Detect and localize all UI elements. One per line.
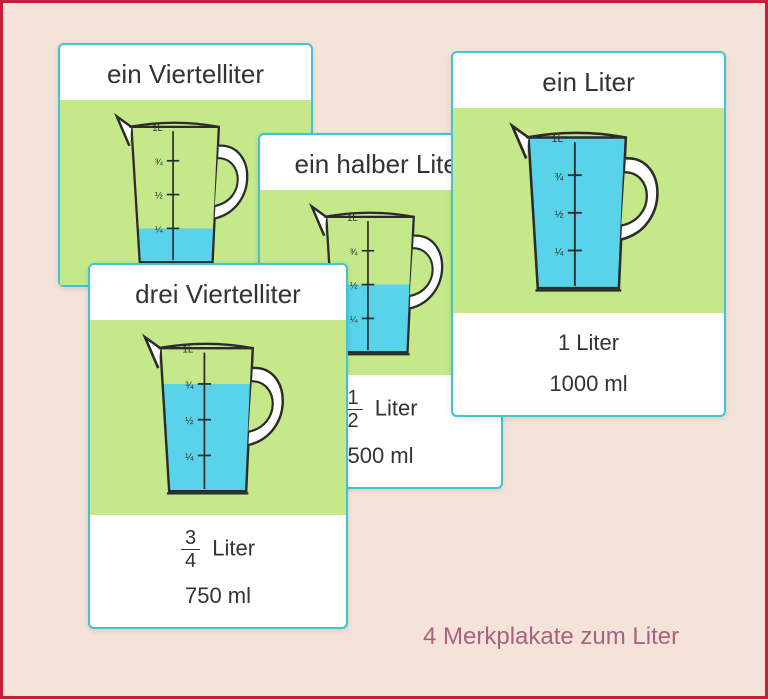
ml-line: 1000 ml bbox=[458, 366, 719, 401]
svg-text:1L: 1L bbox=[347, 213, 357, 223]
svg-text:½: ½ bbox=[155, 191, 163, 201]
card-title: ein Liter bbox=[453, 53, 724, 108]
fraction-numerator: 3 bbox=[181, 527, 200, 550]
fraction-denominator: 4 bbox=[181, 550, 200, 572]
fraction: 34 bbox=[181, 527, 200, 572]
liter-label: Liter bbox=[375, 395, 418, 420]
svg-text:¾: ¾ bbox=[554, 172, 563, 183]
jug-area: 1L ¾ ½ ¼ bbox=[453, 108, 724, 313]
svg-text:¼: ¼ bbox=[155, 225, 163, 235]
svg-text:1L: 1L bbox=[183, 345, 195, 356]
svg-text:½: ½ bbox=[186, 416, 194, 427]
card-measurement: 1 Liter 1000 ml bbox=[453, 313, 724, 415]
svg-text:¼: ¼ bbox=[554, 246, 563, 258]
jug-area: 1L ¾ ½ ¼ bbox=[90, 320, 346, 515]
liter-line: 1 Liter bbox=[458, 325, 719, 360]
svg-text:¼: ¼ bbox=[186, 452, 195, 463]
svg-text:¾: ¾ bbox=[350, 247, 358, 257]
svg-text:¾: ¾ bbox=[155, 157, 163, 167]
liter-label: Liter bbox=[212, 535, 255, 560]
svg-text:1L: 1L bbox=[152, 123, 162, 133]
liter-label: 1 Liter bbox=[558, 330, 619, 355]
card-measurement: 34 Liter 750 ml bbox=[90, 515, 346, 627]
caption-text: 4 Merkplakate zum Liter bbox=[423, 623, 679, 651]
card-title: ein Viertelliter bbox=[60, 45, 311, 100]
svg-text:1L: 1L bbox=[551, 134, 563, 145]
card-one: ein Liter 1L ¾ ½ ¼ 1 Liter 1000 ml bbox=[451, 51, 726, 417]
liter-line: 34 Liter bbox=[95, 527, 341, 572]
card-title: drei Viertelliter bbox=[90, 265, 346, 320]
ml-line: 750 ml bbox=[95, 578, 341, 613]
svg-text:¾: ¾ bbox=[186, 380, 195, 391]
svg-text:¼: ¼ bbox=[350, 315, 358, 325]
card-threequarter: drei Viertelliter 1L ¾ ½ ¼ 34 Liter 750 ml bbox=[88, 263, 348, 629]
svg-text:½: ½ bbox=[554, 209, 563, 220]
svg-text:½: ½ bbox=[350, 281, 358, 291]
